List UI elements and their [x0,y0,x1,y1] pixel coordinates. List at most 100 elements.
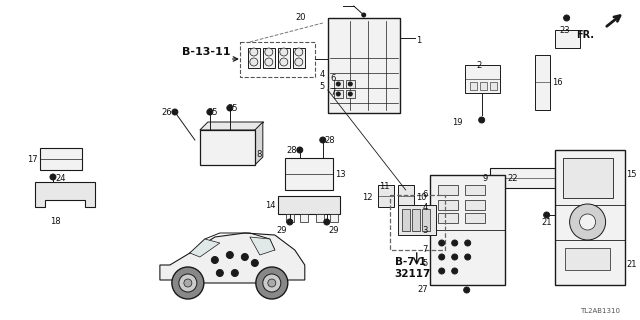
Circle shape [216,269,223,276]
Circle shape [280,48,288,56]
Circle shape [348,92,352,96]
Polygon shape [250,237,275,255]
Bar [293,48,305,68]
Text: 11: 11 [380,182,390,191]
Text: 13: 13 [335,170,346,179]
Circle shape [241,253,248,260]
Circle shape [452,268,458,274]
Text: 24: 24 [55,174,65,183]
Circle shape [231,269,238,276]
Text: 22: 22 [508,173,518,182]
Polygon shape [190,239,220,257]
Bar [555,150,625,285]
Text: 2: 2 [476,61,481,70]
Text: 9: 9 [483,173,488,182]
Circle shape [250,48,258,56]
Circle shape [265,48,273,56]
Polygon shape [160,233,305,283]
Circle shape [227,252,234,259]
Bar [200,130,255,165]
Bar [300,214,308,222]
Bar [316,214,324,222]
Circle shape [324,219,330,225]
Bar [285,158,333,190]
Polygon shape [200,122,264,130]
Bar [534,55,550,110]
Bar [263,48,275,68]
Circle shape [179,274,197,292]
Text: 28: 28 [286,146,297,155]
Bar [470,82,477,90]
Text: 12: 12 [362,193,372,202]
Circle shape [287,219,293,225]
Circle shape [268,279,276,287]
Bar [334,90,343,98]
Circle shape [452,240,458,246]
Bar [480,82,486,90]
Bar [465,65,500,93]
Bar [490,168,564,188]
Bar [390,195,445,250]
Circle shape [438,240,445,246]
Text: TL2AB1310: TL2AB1310 [580,308,620,314]
Circle shape [265,58,273,66]
Bar [278,48,290,68]
Circle shape [263,274,281,292]
Bar [438,185,458,195]
Circle shape [295,48,303,56]
Circle shape [211,257,218,263]
Text: 21: 21 [627,260,637,269]
Text: 25: 25 [228,104,238,113]
Text: 4: 4 [319,70,324,79]
Text: 19: 19 [452,118,463,127]
Polygon shape [255,122,263,165]
Circle shape [570,204,605,240]
Bar [465,213,484,223]
Circle shape [464,287,470,293]
Bar [240,42,315,77]
Text: 5: 5 [319,82,324,91]
Circle shape [348,82,352,86]
Circle shape [336,82,340,86]
Text: 15: 15 [627,170,637,179]
Text: 6: 6 [422,190,428,199]
Text: 3: 3 [422,226,428,235]
Circle shape [438,268,445,274]
Text: 5: 5 [422,259,428,268]
Text: 20: 20 [295,13,306,22]
Circle shape [50,174,56,180]
Text: B-7-1: B-7-1 [395,257,426,267]
Bar [278,196,340,214]
Bar [330,214,338,222]
Circle shape [256,267,288,299]
Circle shape [252,260,259,267]
Circle shape [580,214,596,230]
Text: 26: 26 [161,108,172,117]
Circle shape [207,109,213,115]
Bar [334,80,343,88]
Text: 25: 25 [208,108,218,117]
Text: 4: 4 [422,203,428,212]
Bar [286,214,294,222]
Circle shape [250,58,258,66]
Circle shape [184,279,192,287]
Bar [328,18,400,113]
Circle shape [172,109,178,115]
Bar [378,185,394,207]
Text: 27: 27 [417,285,428,294]
Bar [397,205,436,235]
Text: 16: 16 [552,77,563,86]
Bar [248,48,260,68]
Circle shape [479,117,484,123]
Circle shape [227,105,233,111]
Bar [465,200,484,210]
Text: 18: 18 [50,217,60,226]
Bar [346,80,355,88]
Text: 8: 8 [257,150,262,159]
Circle shape [564,15,570,21]
Bar [397,185,413,207]
Circle shape [172,267,204,299]
Text: B-13-11: B-13-11 [182,47,230,57]
Circle shape [320,137,326,143]
Bar [402,209,410,231]
